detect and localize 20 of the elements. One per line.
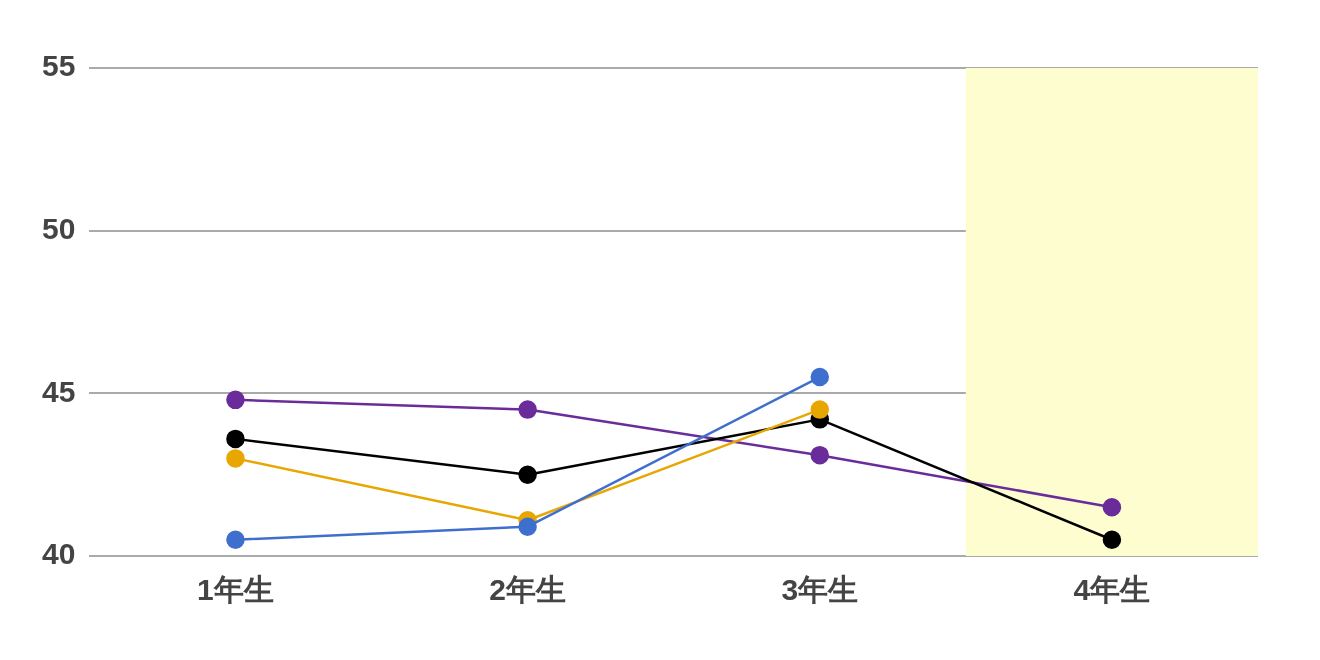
x-tick-label: 4年生	[1073, 573, 1151, 607]
point	[226, 390, 245, 410]
x-tick-label: 2年生	[489, 573, 566, 607]
point	[810, 445, 830, 465]
x-tick-label: 1年生	[197, 573, 274, 607]
y-tick-label: 40	[41, 537, 76, 571]
x-tick-label: 3年生	[781, 573, 859, 607]
point	[518, 400, 537, 419]
point	[1102, 497, 1122, 517]
point	[810, 400, 830, 419]
point	[226, 449, 245, 468]
y-tick-label: 50	[41, 211, 76, 245]
point	[518, 517, 537, 536]
point	[518, 465, 537, 484]
point	[226, 429, 245, 449]
point	[226, 530, 245, 549]
point	[1102, 530, 1122, 549]
y-tick-label: 55	[41, 49, 76, 83]
y-tick-label: 45	[41, 374, 76, 408]
point	[810, 367, 830, 387]
